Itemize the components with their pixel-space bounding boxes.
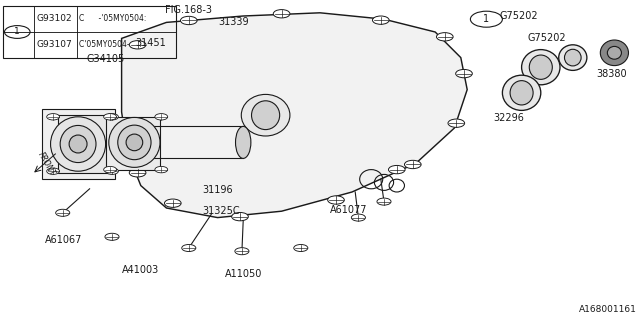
Circle shape xyxy=(235,248,249,255)
Circle shape xyxy=(180,16,197,25)
Ellipse shape xyxy=(510,81,533,105)
Text: 31196: 31196 xyxy=(202,185,233,196)
Circle shape xyxy=(232,212,248,221)
Ellipse shape xyxy=(51,117,106,171)
Ellipse shape xyxy=(236,126,251,158)
Circle shape xyxy=(436,33,453,41)
Circle shape xyxy=(105,233,119,240)
Circle shape xyxy=(294,244,308,252)
Circle shape xyxy=(47,114,60,120)
Text: C'05MY0504-    :: C'05MY0504- : xyxy=(79,40,142,49)
Bar xyxy=(3,6,176,58)
Text: A61067: A61067 xyxy=(45,235,83,245)
Text: A41003: A41003 xyxy=(122,265,159,276)
Ellipse shape xyxy=(522,50,560,85)
Text: A11050: A11050 xyxy=(225,268,262,279)
Text: G34105: G34105 xyxy=(86,54,125,64)
Text: 31325C: 31325C xyxy=(202,206,239,216)
Circle shape xyxy=(328,196,344,204)
Circle shape xyxy=(377,198,391,205)
Text: 38380: 38380 xyxy=(596,68,627,79)
Ellipse shape xyxy=(607,46,621,59)
Polygon shape xyxy=(122,13,467,218)
Circle shape xyxy=(106,168,118,174)
Text: A61077: A61077 xyxy=(330,204,367,215)
Text: FIG.168-3: FIG.168-3 xyxy=(165,4,212,15)
Circle shape xyxy=(104,166,116,173)
Circle shape xyxy=(273,10,290,18)
Text: A168001161: A168001161 xyxy=(579,305,637,314)
Ellipse shape xyxy=(564,49,581,66)
Text: 1: 1 xyxy=(483,14,490,24)
Ellipse shape xyxy=(69,135,87,153)
Circle shape xyxy=(104,114,116,120)
Circle shape xyxy=(182,244,196,252)
Bar xyxy=(58,115,115,173)
Circle shape xyxy=(129,41,146,49)
Text: 1: 1 xyxy=(15,28,20,36)
Circle shape xyxy=(155,166,168,173)
Text: G75202: G75202 xyxy=(499,11,538,21)
Circle shape xyxy=(372,16,389,24)
Text: 31339: 31339 xyxy=(218,17,249,28)
Text: 32296: 32296 xyxy=(493,113,524,124)
Circle shape xyxy=(456,69,472,78)
Text: G93107: G93107 xyxy=(36,40,72,49)
Ellipse shape xyxy=(559,45,587,70)
Circle shape xyxy=(106,114,118,120)
Circle shape xyxy=(404,160,421,169)
Circle shape xyxy=(448,119,465,127)
Circle shape xyxy=(120,124,136,132)
Ellipse shape xyxy=(529,55,552,79)
Ellipse shape xyxy=(600,40,628,66)
Circle shape xyxy=(155,114,168,120)
Bar xyxy=(106,117,160,170)
Ellipse shape xyxy=(60,125,96,163)
Circle shape xyxy=(388,165,405,174)
Text: C      -'05MY0504:: C -'05MY0504: xyxy=(79,14,147,23)
Circle shape xyxy=(164,199,181,207)
Text: FRONT: FRONT xyxy=(36,151,56,178)
Text: 31451: 31451 xyxy=(135,38,166,48)
Circle shape xyxy=(351,214,365,221)
Ellipse shape xyxy=(118,125,151,160)
Circle shape xyxy=(129,169,146,177)
Circle shape xyxy=(56,209,70,216)
Ellipse shape xyxy=(109,117,160,167)
Ellipse shape xyxy=(241,94,290,136)
Ellipse shape xyxy=(126,134,143,151)
Ellipse shape xyxy=(502,75,541,110)
Text: G75202: G75202 xyxy=(528,33,566,44)
Bar xyxy=(42,109,115,179)
Circle shape xyxy=(47,168,60,174)
Text: G93102: G93102 xyxy=(36,14,72,23)
Ellipse shape xyxy=(252,101,280,130)
